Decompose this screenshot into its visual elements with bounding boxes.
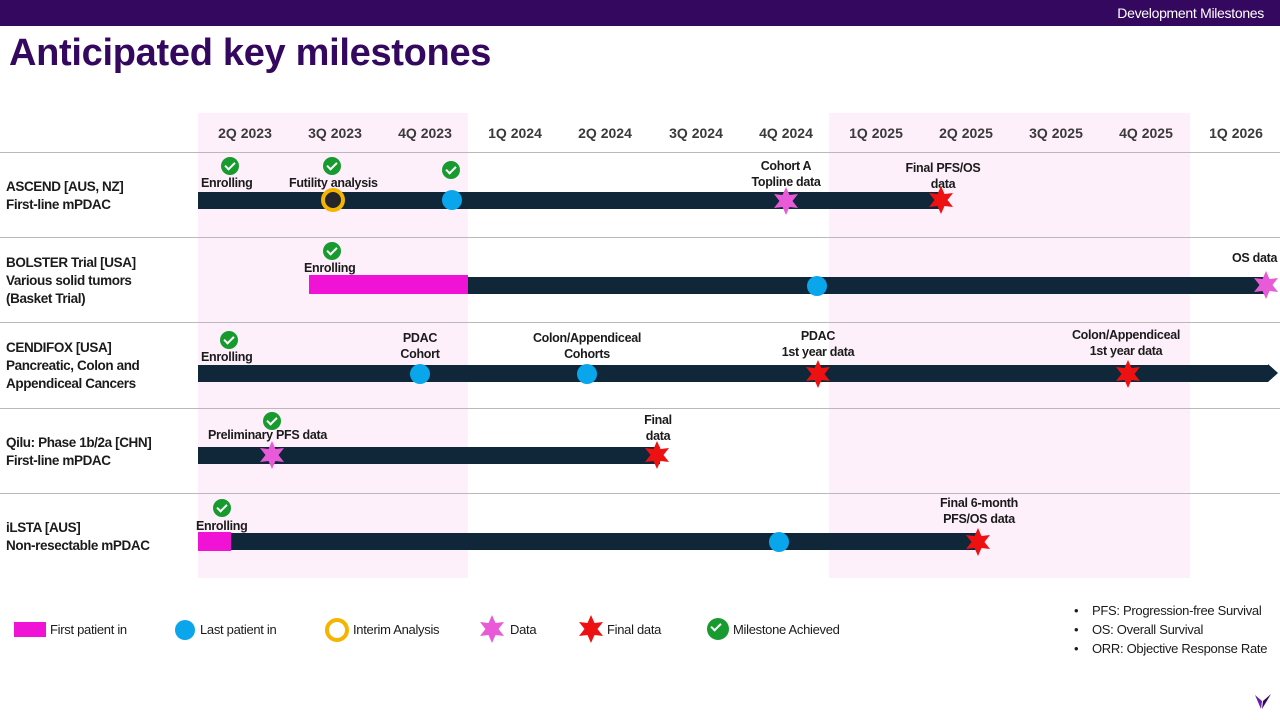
bolster-enrolling-label: Enrolling <box>304 261 356 275</box>
row-divider <box>0 237 1280 238</box>
final-data-star-icon <box>929 186 953 214</box>
quarter-header: 1Q 2024 <box>488 125 542 141</box>
bolster-os-label: OS data <box>1232 251 1278 265</box>
cendifox-pdac-label: PDAC Cohort <box>400 331 440 361</box>
program-bolster: BOLSTER Trial [USA] Various solid tumors… <box>6 255 136 306</box>
cendifox-timeline-bar <box>198 365 1268 382</box>
quarter-header: 1Q 2025 <box>849 125 903 141</box>
legend-first-patient-swatch <box>14 622 46 637</box>
legend-milestone-achieved-icon <box>707 618 729 640</box>
final-data-star-icon <box>1116 360 1140 388</box>
data-star-icon <box>260 441 284 469</box>
last-patient-in-icon <box>410 364 430 384</box>
abbreviation-notes: PFS: Progression-free Survival OS: Overa… <box>1074 601 1267 658</box>
qilu-prelim-label: Preliminary PFS data <box>208 428 328 442</box>
year-2025-shade <box>829 113 1190 578</box>
data-star-icon <box>1254 271 1278 299</box>
ascend-cohort-a-label: Cohort A Topline data <box>751 159 821 189</box>
quarter-header: 3Q 2024 <box>669 125 723 141</box>
cendifox-colon-year-label: Colon/Appendiceal 1st year data <box>1071 328 1181 358</box>
ascend-timeline-bar <box>198 192 943 209</box>
milestone-achieved-icon <box>221 157 239 175</box>
quarter-header: 2Q 2023 <box>218 125 272 141</box>
milestone-achieved-icon <box>323 242 341 260</box>
final-data-star-icon <box>966 528 990 556</box>
bolster-timeline-bar <box>468 277 1264 294</box>
row-divider <box>0 493 1280 494</box>
cendifox-pdac-year-label: PDAC 1st year data <box>781 329 855 359</box>
last-patient-in-icon <box>442 190 462 210</box>
legend-data-label: Data <box>510 622 537 637</box>
cendifox-enrolling-label: Enrolling <box>201 350 253 364</box>
legend-last-patient-icon <box>175 620 195 640</box>
row-divider <box>0 322 1280 323</box>
milestone-achieved-icon <box>323 157 341 175</box>
milestone-achieved-icon <box>442 161 460 179</box>
final-data-star-icon <box>806 360 830 388</box>
program-cendifox: CENDIFOX [USA] Pancreatic, Colon and App… <box>6 340 140 391</box>
legend-interim-label: Interim Analysis <box>353 622 440 637</box>
cendifox-colon-label: Colon/Appendiceal Cohorts <box>532 331 642 361</box>
ascend-futility-label: Futility analysis <box>289 176 378 190</box>
note-item: OS: Overall Survival <box>1074 620 1267 639</box>
row-divider <box>0 408 1280 409</box>
ilsta-timeline-bar <box>198 533 980 550</box>
section-label: Development Milestones <box>1117 5 1264 21</box>
timeline-arrowhead <box>1268 364 1278 382</box>
quarter-header: 4Q 2025 <box>1119 125 1173 141</box>
final-data-star-icon <box>645 441 669 469</box>
qilu-timeline-bar <box>198 447 660 464</box>
legend-final-data-star-icon <box>579 615 603 643</box>
row-divider <box>0 152 1280 153</box>
company-logo-icon <box>1255 694 1271 709</box>
last-patient-in-icon <box>577 364 597 384</box>
quarter-header: 4Q 2024 <box>759 125 813 141</box>
quarter-header: 1Q 2026 <box>1209 125 1263 141</box>
qilu-final-label: Final data <box>644 413 672 443</box>
milestone-achieved-icon <box>213 499 231 517</box>
last-patient-in-icon <box>769 532 789 552</box>
ascend-final-label: Final PFS/OS data <box>905 161 981 191</box>
data-star-icon <box>774 187 798 215</box>
program-qilu: Qilu: Phase 1b/2a [CHN] First-line mPDAC <box>6 435 152 468</box>
program-ascend: ASCEND [AUS, NZ] First-line mPDAC <box>6 179 124 212</box>
ilsta-enrolling-label: Enrolling <box>196 519 248 533</box>
legend-interim-analysis-icon <box>325 618 349 642</box>
first-patient-in-bar <box>198 532 231 551</box>
legend-achieved-label: Milestone Achieved <box>733 622 840 637</box>
interim-analysis-icon <box>321 188 345 212</box>
first-patient-in-bar <box>309 275 468 294</box>
last-patient-in-icon <box>807 276 827 296</box>
legend-final-data-label: Final data <box>607 622 662 637</box>
quarter-header: 3Q 2023 <box>308 125 362 141</box>
legend-last-patient-label: Last patient in <box>200 622 277 637</box>
ilsta-final-label: Final 6-month PFS/OS data <box>939 496 1019 526</box>
quarter-header: 2Q 2025 <box>939 125 993 141</box>
quarter-header: 2Q 2024 <box>578 125 632 141</box>
milestone-achieved-icon <box>263 412 281 430</box>
note-item: ORR: Objective Response Rate <box>1074 639 1267 658</box>
ascend-enrolling-label: Enrolling <box>201 176 253 190</box>
program-ilsta: iLSTA [AUS] Non-resectable mPDAC <box>6 520 150 553</box>
legend-first-patient-label: First patient in <box>50 622 127 637</box>
milestone-achieved-icon <box>220 331 238 349</box>
quarter-header: 4Q 2023 <box>398 125 452 141</box>
note-item: PFS: Progression-free Survival <box>1074 601 1267 620</box>
quarter-header: 3Q 2025 <box>1029 125 1083 141</box>
top-banner: Development Milestones <box>0 0 1280 26</box>
page-title: Anticipated key milestones <box>9 32 492 74</box>
legend-data-star-icon <box>480 615 504 643</box>
